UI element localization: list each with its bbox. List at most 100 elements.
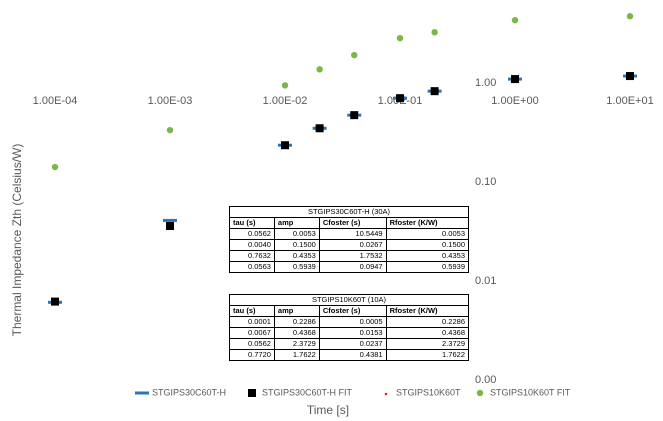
table-cell: amp (273, 305, 320, 317)
table-cell: 0.0053 (273, 228, 320, 240)
table: STGIPS30C60T-H (30A) tau (s) amp Cfoster (s… (229, 206, 470, 273)
point (163, 218, 177, 222)
marker (384, 392, 388, 396)
table-row: 0.0040 0.1500 0.0267 0.1500 (229, 239, 470, 251)
point (166, 222, 174, 231)
table-cell: 2.3729 (273, 338, 320, 350)
x-tick-label: 1.00E+00 (491, 95, 538, 107)
marker (396, 94, 404, 103)
table-cell: 0.0040 (229, 239, 275, 251)
table-cell: STGIPS30C60T-H (30A) (229, 206, 469, 218)
table-cell: 0.0153 (318, 327, 387, 339)
marker (476, 389, 484, 397)
point (430, 87, 439, 96)
marker (248, 389, 256, 397)
table-cell: 0.0563 (229, 261, 275, 273)
table-cell: STGIPS10K60T (10A) (229, 294, 469, 306)
table-cell: 0.4381 (318, 349, 387, 361)
marker (281, 82, 289, 89)
table-row: STGIPS10K60T (10A) (229, 294, 469, 306)
table-cell: 2.3729 (385, 338, 470, 350)
x-tick-label: 1.00E-03 (148, 95, 193, 107)
point (511, 16, 519, 24)
point (476, 389, 484, 397)
table-cell: 10.5449 (318, 228, 387, 240)
table-cell: 0.0001 (229, 316, 275, 328)
table-cell: 0.2286 (273, 316, 320, 328)
y-tick-label: 1.00 (475, 77, 496, 89)
table-row: 0.0001 0.2286 0.0005 0.2286 (229, 316, 470, 328)
table-cell: 0.0947 (318, 261, 387, 273)
marker (281, 141, 289, 150)
marker (350, 111, 359, 120)
table-cell: Cfoster (s) (318, 305, 387, 317)
table-row: STGIPS30C60T-H (30A) (229, 206, 469, 218)
y-tick-label: 0.00 (475, 374, 496, 386)
table-cell: 0.7632 (229, 250, 275, 262)
marker (315, 124, 324, 133)
point (384, 392, 388, 396)
point (350, 111, 359, 120)
marker (166, 222, 174, 231)
table-cell: 1.7532 (318, 250, 387, 262)
point (248, 389, 256, 397)
y-tick-label: 0.10 (475, 176, 496, 188)
x-tick-label: 1.00E+01 (606, 95, 653, 107)
table-cell: Rfoster (K/W) (385, 305, 470, 317)
point (135, 391, 149, 395)
point (431, 29, 438, 36)
point (626, 72, 634, 81)
x-axis-title: Time [s] (307, 403, 349, 417)
table-cell: 1.7622 (385, 349, 470, 361)
marker (626, 13, 634, 20)
table-cell: 0.1500 (385, 239, 470, 251)
marker (163, 218, 177, 222)
marker (51, 297, 59, 306)
marker (511, 75, 519, 84)
point (315, 124, 324, 133)
table-row: 0.7632 0.4353 1.7532 0.4353 (229, 250, 470, 262)
table-row: 0.0562 2.3729 0.0237 2.3729 (229, 338, 470, 350)
marker (626, 72, 634, 81)
marker (396, 34, 404, 42)
legend-label: STGIPS30C60T-H FIT (262, 387, 353, 397)
marker (431, 29, 438, 36)
point (281, 141, 289, 150)
marker (511, 16, 519, 24)
marker (430, 87, 439, 96)
table-cell: 0.2286 (385, 316, 470, 328)
table-cell: Cfoster (s) (318, 217, 387, 229)
y-axis-title: Thermal Impedance Zth (Celsius/W) (10, 144, 24, 337)
table-cell: 0.1500 (273, 239, 320, 251)
table-row: 0.0067 0.4368 0.0153 0.4368 (229, 327, 470, 339)
table: STGIPS10K60T (10A) tau (s) amp Cfoster (s) R… (229, 294, 470, 361)
x-tick-label: 1.00E-04 (33, 95, 78, 107)
table-row: tau (s) amp Cfoster (s) Rfoster (K/W) (229, 217, 470, 229)
table-cell: amp (273, 217, 320, 229)
table-cell: 0.0005 (318, 316, 387, 328)
point (626, 13, 634, 20)
legend-label: STGIPS10K60T (396, 387, 461, 397)
marker (316, 66, 323, 73)
table-cell: 0.4353 (385, 250, 470, 262)
point (396, 94, 404, 103)
table-cell: 0.0237 (318, 338, 387, 350)
point (351, 51, 358, 59)
table-cell: 0.7720 (229, 349, 275, 361)
point (51, 163, 59, 171)
marker (351, 51, 358, 59)
table-cell: 0.4368 (385, 327, 470, 339)
table-cell: 0.4353 (273, 250, 320, 262)
table-cell: 1.7622 (273, 349, 320, 361)
table-row: 0.0563 0.5939 0.0947 0.5939 (229, 261, 470, 273)
point (51, 297, 59, 306)
table-cell: 0.4368 (273, 327, 320, 339)
table-cell: 0.0053 (385, 228, 470, 240)
table-row: 0.7720 1.7622 0.4381 1.7622 (229, 349, 470, 361)
table-cell: tau (s) (229, 305, 275, 317)
y-tick-label: 0.01 (475, 275, 496, 287)
point (166, 126, 174, 134)
table-cell: 0.0562 (229, 228, 275, 240)
point (316, 66, 323, 73)
